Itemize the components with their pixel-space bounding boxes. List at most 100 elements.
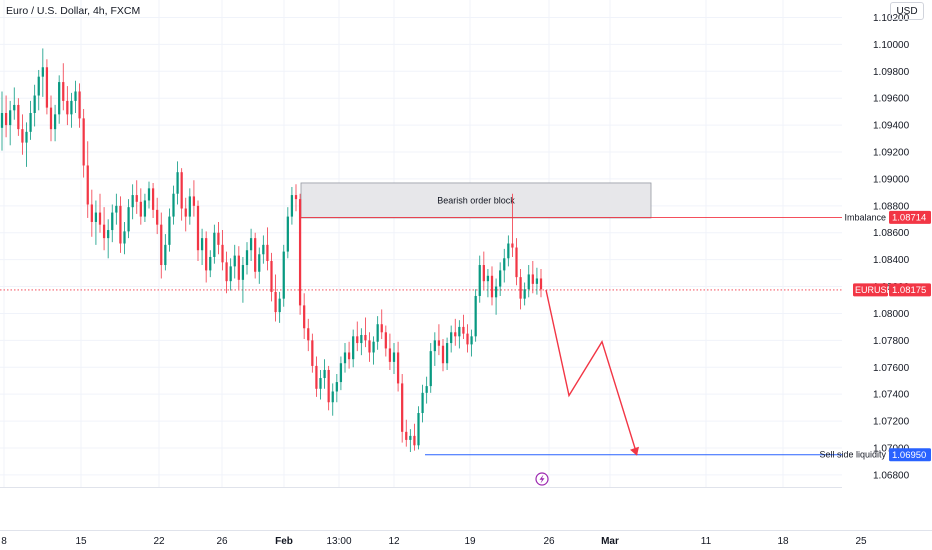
candle [311,333,314,373]
candle [515,238,518,286]
candle [482,251,485,290]
time-tick-label: 15 [75,536,87,547]
candle [523,282,526,306]
price-tick-label: 1.08600 [873,228,910,239]
candle [278,291,281,323]
candle [539,269,543,298]
candle [62,63,65,111]
candle [392,343,396,374]
candle [474,289,477,342]
candle [233,244,236,279]
candle [478,255,481,303]
candle [499,262,502,296]
candle [41,48,44,97]
price-tick-label: 1.10000 [873,40,910,51]
candle [213,224,216,264]
candle [421,384,424,423]
candle [282,244,285,307]
candle [168,208,171,252]
candle [45,59,49,115]
candle [294,184,298,212]
time-tick-label: 26 [543,536,555,547]
bearish-order-block-zone[interactable] [300,182,652,219]
candle [290,186,294,225]
candle [151,182,155,218]
candle [368,332,371,362]
candle [25,122,28,167]
candle [53,104,57,142]
lightning-marker[interactable] [535,472,549,486]
candle [503,248,506,283]
candle [270,252,273,302]
candle [262,235,265,264]
last-price-value: 1.08175 [892,285,926,296]
candle [21,114,24,155]
candle [531,260,534,294]
candle [462,314,465,340]
candle [123,221,126,255]
chart-grid [0,0,862,487]
time-tick-label: 26 [216,536,228,547]
time-tick-label: 11 [701,536,712,547]
projection-arrowhead [630,446,639,456]
candle [237,246,240,290]
candle [196,200,200,261]
candle [319,369,322,400]
time-tick-label: Feb [275,536,293,547]
candle [119,196,122,253]
candle [425,376,428,404]
candle [343,343,347,373]
time-tick-label: 18 [777,536,789,547]
candle [86,141,89,218]
candle [205,231,208,283]
price-tick-label: 1.09000 [873,174,910,185]
price-tick-label: 1.07400 [873,390,910,401]
candle [266,227,269,271]
imbalance-tag: Imbalance 1.08714 [844,210,931,224]
symbol-badge [853,283,888,297]
candle [58,75,61,124]
last-price-badge [889,283,931,297]
candle [49,95,53,142]
time-axis[interactable]: 8 15 22 26 Feb 13:00 12 19 26 Mar 11 18 25 [1,536,867,547]
currency-button[interactable]: USD [890,2,924,20]
candle [298,193,302,315]
candle [327,365,330,411]
symbol-label: EURUSD [855,285,894,295]
candle [127,199,130,239]
projection-path[interactable] [545,289,638,455]
candle [66,86,69,126]
candle [347,341,351,369]
candle [360,328,363,356]
candle [494,278,498,315]
price-tick-label: 1.09600 [873,94,910,105]
candle [507,235,510,267]
candle [200,228,204,266]
candle [0,91,4,151]
candle [180,168,183,221]
candle [139,188,142,225]
candle [245,242,249,275]
time-tick-label: 22 [153,536,165,547]
candle [160,212,163,279]
candle [94,200,98,245]
candle [429,343,432,393]
imbalance-text: Imbalance [844,212,886,222]
candle [17,98,20,136]
candle [433,332,436,366]
candle [37,69,40,111]
candle [323,359,326,389]
candle [527,265,530,298]
candle [176,161,179,205]
candle [417,406,420,450]
price-tick-label: 1.07800 [873,336,910,347]
candle [156,197,159,235]
candle [188,188,191,225]
candle [519,269,522,310]
price-tick-label: 1.09800 [873,67,910,78]
candle [98,193,102,233]
candle [335,373,338,403]
candle [380,309,383,340]
candle [331,383,334,416]
